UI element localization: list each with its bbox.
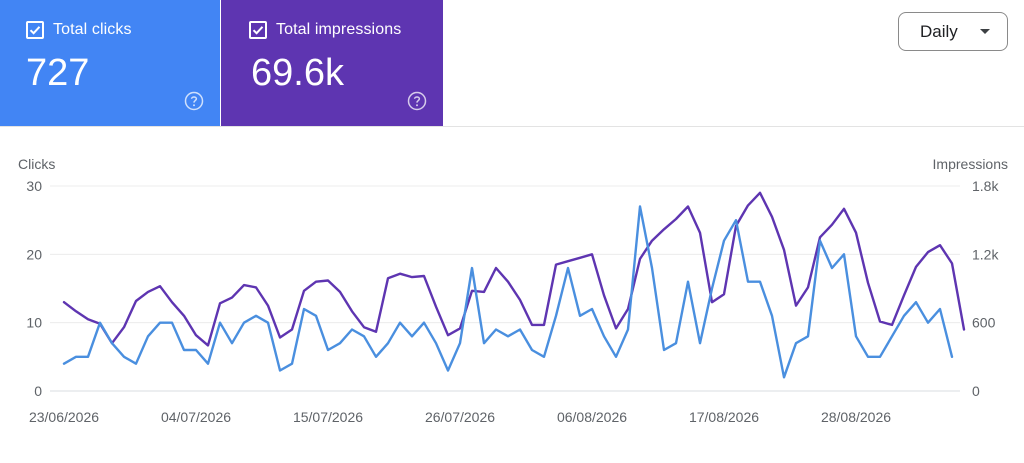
total-clicks-card[interactable]: Total clicks 727 xyxy=(0,0,220,127)
performance-chart[interactable]: Clicks Impressions 0 0 10 600 20 1.2k 30 1.8k 2… xyxy=(0,140,1024,463)
total-impressions-label: Total impressions xyxy=(276,21,402,38)
x-tick-label: 15/07/2026 xyxy=(293,409,363,425)
impressions-series-line xyxy=(62,191,966,347)
x-tick-label: 17/08/2026 xyxy=(689,409,759,425)
x-tick-label: 23/06/2026 xyxy=(29,409,99,425)
period-dropdown[interactable]: Daily xyxy=(898,12,1008,51)
y-tick-labels: 0 0 10 600 20 1.2k 30 1.8k xyxy=(26,178,999,399)
left-y-tick-label: 10 xyxy=(26,315,42,331)
clicks-series-line xyxy=(62,205,954,379)
left-y-tick-label: 30 xyxy=(26,178,42,194)
total-clicks-header: Total clicks xyxy=(26,21,132,39)
x-tick-label: 26/07/2026 xyxy=(425,409,495,425)
right-y-tick-label: 600 xyxy=(972,315,996,331)
x-tick-label: 06/08/2026 xyxy=(557,409,627,425)
left-y-tick-label: 20 xyxy=(26,246,42,262)
total-impressions-header: Total impressions xyxy=(249,21,401,39)
left-y-tick-label: 0 xyxy=(34,383,42,399)
right-y-tick-label: 1.2k xyxy=(972,246,999,262)
help-icon[interactable] xyxy=(407,91,427,111)
x-tick-label: 28/08/2026 xyxy=(821,409,891,425)
x-tick-labels: 23/06/2026 04/07/2026 15/07/2026 26/07/2026… xyxy=(29,409,891,425)
right-y-tick-label: 1.8k xyxy=(972,178,999,194)
total-clicks-value: 727 xyxy=(26,52,90,94)
x-tick-label: 04/07/2026 xyxy=(161,409,231,425)
gridlines xyxy=(50,185,960,392)
header-divider xyxy=(0,126,1024,127)
help-icon[interactable] xyxy=(184,91,204,111)
right-axis-title: Impressions xyxy=(933,156,1008,172)
period-dropdown-value: Daily xyxy=(920,21,958,41)
caret-down-icon xyxy=(980,29,990,34)
total-clicks-label: Total clicks xyxy=(53,21,132,38)
total-impressions-card[interactable]: Total impressions 69.6k xyxy=(221,0,443,127)
series-lines xyxy=(62,191,966,379)
checkbox-checked-icon[interactable] xyxy=(249,21,267,39)
total-impressions-value: 69.6k xyxy=(251,52,344,94)
right-y-tick-label: 0 xyxy=(972,383,980,399)
checkbox-checked-icon[interactable] xyxy=(26,21,44,39)
left-axis-title: Clicks xyxy=(18,156,55,172)
